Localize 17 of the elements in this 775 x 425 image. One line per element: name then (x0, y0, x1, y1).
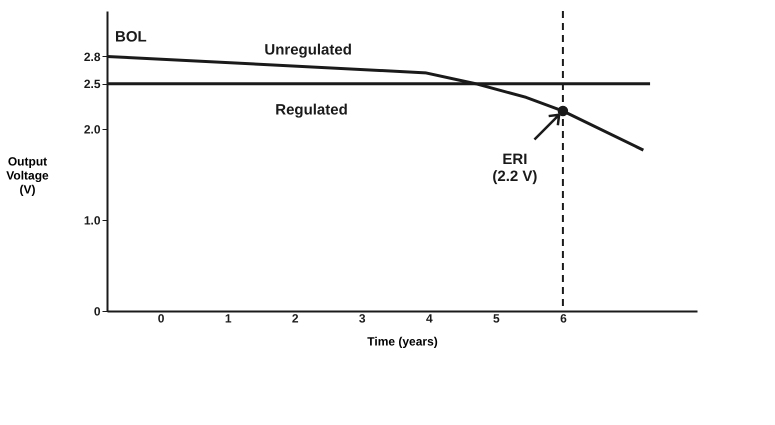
x-tick-label: 1 (224, 312, 232, 326)
x-axis-title: Time (years) (367, 334, 438, 348)
x-tick-label: 6 (560, 312, 568, 326)
x-tick-label: 4 (426, 312, 433, 326)
annotation: BOL (115, 28, 147, 46)
series-label: Unregulated (264, 42, 352, 59)
x-tick-label: 2 (292, 312, 299, 326)
y-tick-label: 1.0 (84, 214, 101, 228)
y-tick-label: 2.8 (84, 50, 101, 64)
x-tick-label: 0 (158, 312, 165, 326)
y-tick-label: 2.5 (84, 77, 101, 92)
y-axis-title: Output Voltage (V) (6, 154, 50, 196)
x-tick-label: 3 (358, 312, 366, 326)
annotation: ERI (2.2 V) (492, 151, 538, 185)
y-tick-label: 2.0 (84, 122, 101, 137)
series-label: Regulated (275, 102, 348, 119)
x-tick-label: 5 (493, 312, 500, 326)
